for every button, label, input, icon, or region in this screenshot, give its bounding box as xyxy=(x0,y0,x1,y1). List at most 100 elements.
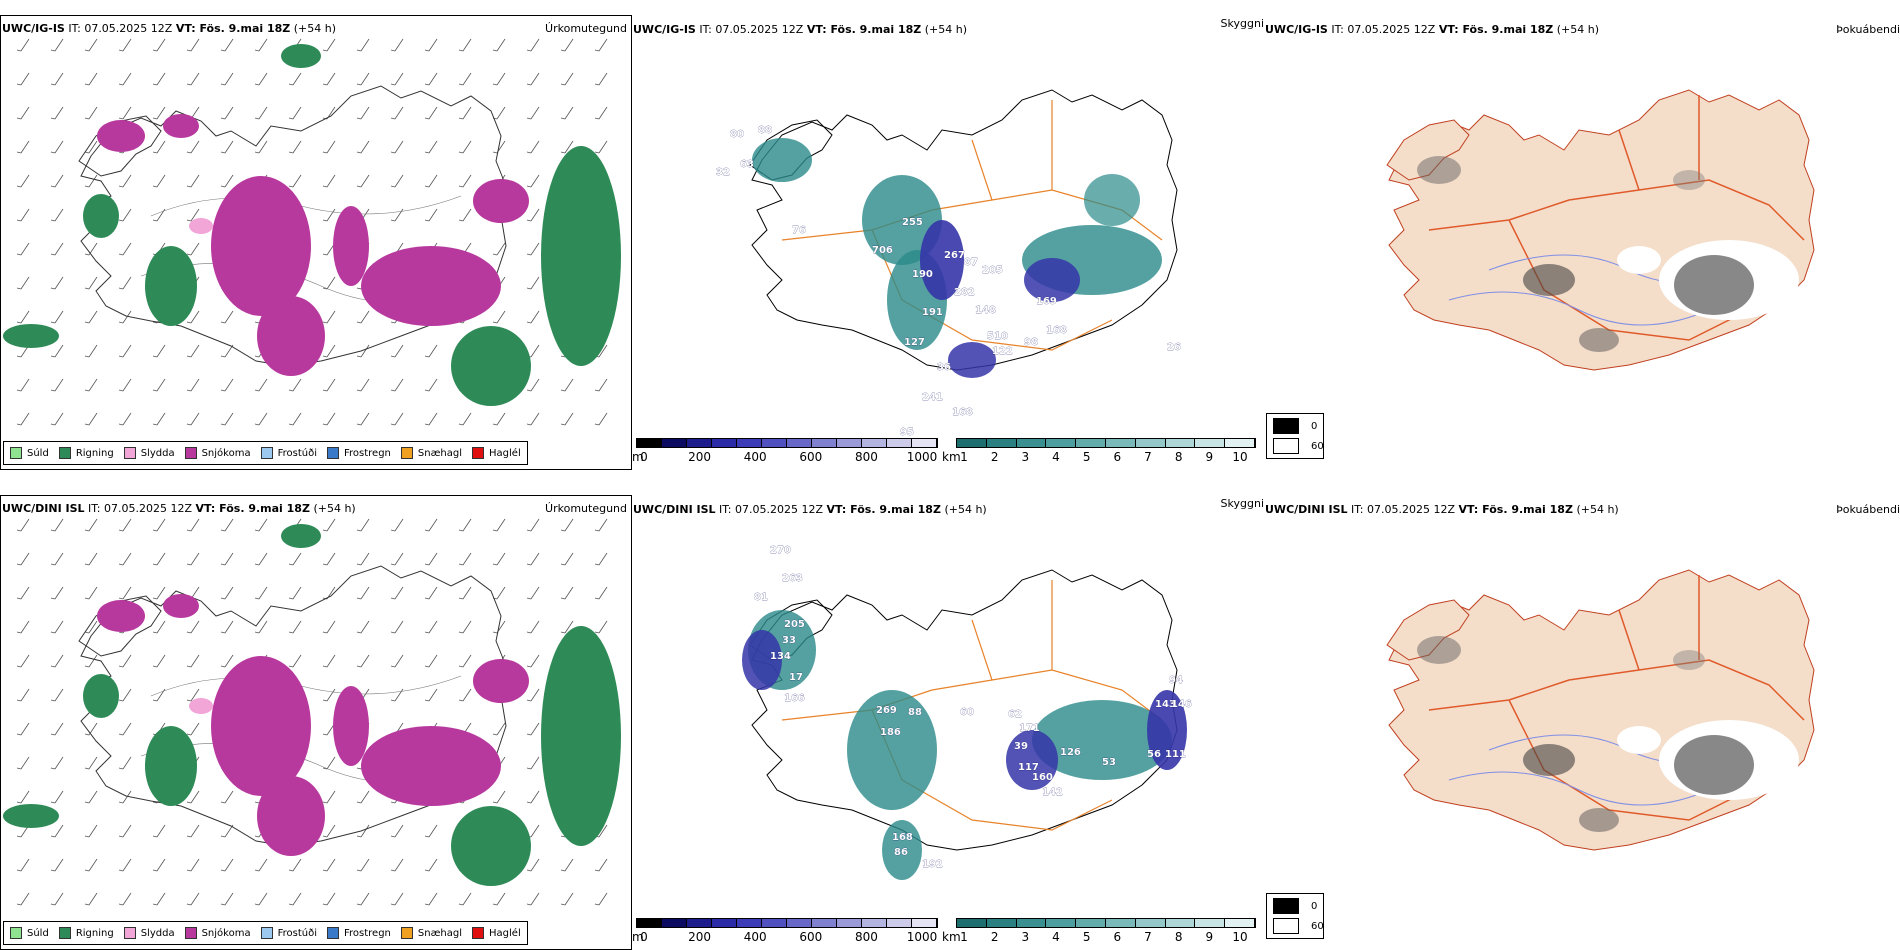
fog-legend-item: 0 xyxy=(1273,898,1317,914)
cloud-base-value-label: 81 xyxy=(754,592,768,603)
snow-area xyxy=(473,179,529,223)
cloud-base-value-label: 88 xyxy=(758,125,772,136)
panel-title: UWC/DINI ISL IT: 07.05.2025 12Z VT: Fös.… xyxy=(633,503,987,516)
rain-area xyxy=(3,324,59,348)
colorbar-tick-label: 400 xyxy=(743,450,767,464)
cloud-base-value-label: 36 xyxy=(937,362,951,373)
legend-item: Slydda xyxy=(123,927,175,939)
legend-label: Frostúði xyxy=(277,927,317,939)
snow-area xyxy=(211,176,311,316)
low-fog-indicator xyxy=(1523,264,1575,296)
legend-item: Slydda xyxy=(123,447,175,459)
panel-type-label: Þokuábendi xyxy=(1836,23,1900,36)
colorbar-tick-label: 0 xyxy=(640,450,648,464)
precip-type-panel-1: UWC/IG-IS IT: 07.05.2025 12Z VT: Fös. 9.… xyxy=(0,15,632,470)
colorbar-tick-label: 8 xyxy=(1174,930,1183,944)
legend-item: Frostúði xyxy=(260,447,317,459)
legend-item: Frostregn xyxy=(327,927,391,939)
cloud-base-value-label: 190 xyxy=(912,269,933,280)
cloud-base-value-label: 263 xyxy=(782,573,803,584)
panel-title: UWC/IG-IS IT: 07.05.2025 12Z VT: Fös. 9.… xyxy=(1265,23,1600,36)
colorbar-unit: m xyxy=(632,450,644,464)
colorbar-unit: km xyxy=(942,450,961,464)
fog-legend-label: 0 xyxy=(1311,900,1318,912)
legend-swatch xyxy=(10,927,22,939)
rain-area xyxy=(451,326,531,406)
cloud-base-value-label: 148 xyxy=(975,305,996,316)
panel-type-label: Úrkomutegund xyxy=(545,22,627,35)
fog-legend-swatch xyxy=(1273,898,1299,914)
legend-swatch xyxy=(260,447,273,459)
legend-item: Haglél xyxy=(472,927,521,939)
cloud-base-value-label: 168 xyxy=(1046,325,1067,336)
colorbar-strip xyxy=(636,438,938,448)
colorbar-tick-label: 10 xyxy=(1232,930,1248,944)
snow-area xyxy=(361,726,501,806)
colorbar-strip xyxy=(956,438,1256,448)
legend-label: Rigning xyxy=(75,447,114,459)
legend-label: Súld xyxy=(27,927,49,939)
rain-area xyxy=(145,726,197,806)
cloud-base-value-label: 94 xyxy=(1169,675,1183,686)
colorbar-tick-label: 1000 xyxy=(906,450,938,464)
fog-legend: 0 60 xyxy=(1266,893,1324,939)
colorbar-tick-label: 10 xyxy=(1232,450,1248,464)
rain-area xyxy=(281,44,321,68)
legend-swatch xyxy=(184,927,197,939)
glacier-area xyxy=(1617,246,1661,274)
snow-area xyxy=(211,656,311,796)
fog-legend-item: 60 xyxy=(1273,438,1324,454)
snow-area xyxy=(257,296,325,376)
colorbar-tick-label: 7 xyxy=(1144,450,1152,464)
cloud-base-value-label: 510 xyxy=(987,331,1008,342)
snow-area xyxy=(163,594,199,618)
legend-label: Haglél xyxy=(489,927,521,939)
legend-swatch xyxy=(472,447,485,459)
cloud-base-value-label: 63 xyxy=(740,159,754,170)
colorbar-tick-label: 1 xyxy=(960,930,968,944)
colorbar-tick-label: 3 xyxy=(1021,930,1030,944)
snow-area xyxy=(361,246,501,326)
colorbar-tick-label: 7 xyxy=(1144,930,1152,944)
low-fog-indicator xyxy=(1579,808,1619,832)
cloud-base-value-label: 146 xyxy=(1171,699,1192,710)
legend-swatch xyxy=(58,447,71,459)
cloud-base-value-label: 270 xyxy=(770,545,791,556)
cloud-panel-2: 270 81 263 205 33 134 17 166 269 88 186 60 62 171 39 11… xyxy=(632,495,1264,950)
colorbar-unit: m xyxy=(632,930,644,944)
cloud-base-value-label: 117 xyxy=(1018,762,1039,773)
fog-legend-label: 60 xyxy=(1311,440,1324,452)
colorbar-tick-label: 6 xyxy=(1113,930,1122,944)
snow-area xyxy=(333,206,369,286)
legend-label: Slydda xyxy=(140,447,175,459)
rain-area xyxy=(83,194,119,238)
legend-item: Snæhagl xyxy=(400,927,462,939)
legend-swatch xyxy=(400,927,413,939)
rain-area xyxy=(451,806,531,886)
colorbar-tick-label: 9 xyxy=(1205,930,1214,944)
cloud-base-value-label: 205 xyxy=(982,265,1003,276)
panel-type-label: Úrkomutegund xyxy=(545,502,627,515)
snow-area xyxy=(333,686,369,766)
cloud-base-value-label: 53 xyxy=(1102,757,1116,768)
fog-legend: 0 60 xyxy=(1266,413,1324,459)
fog-legend-label: 0 xyxy=(1311,420,1318,432)
legend-item: Snjókoma xyxy=(184,927,251,939)
rain-area xyxy=(83,674,119,718)
panel-title: UWC/DINI ISL IT: 07.05.2025 12Z VT: Fös.… xyxy=(1265,503,1619,516)
cloud-base-value-label: 122 xyxy=(992,346,1013,357)
snow-area xyxy=(163,114,199,138)
low-fog-indicator xyxy=(1674,255,1754,315)
cloud-base-value-label: 241 xyxy=(922,392,943,403)
colorbar-tick-label: 800 xyxy=(854,450,878,464)
colorbar-tick-label: 1000 xyxy=(906,930,938,944)
legend-item: Frostúði xyxy=(260,927,317,939)
colorbar-tick-label: 5 xyxy=(1082,930,1091,944)
fog-legend-swatch xyxy=(1273,918,1299,934)
legend-swatch xyxy=(472,927,485,939)
colorbar-strip xyxy=(636,918,938,928)
legend-swatch xyxy=(58,927,71,939)
cloud-base-value-label: 80 xyxy=(730,129,744,140)
legend-item: Rigning xyxy=(58,927,114,939)
legend-label: Slydda xyxy=(140,927,175,939)
